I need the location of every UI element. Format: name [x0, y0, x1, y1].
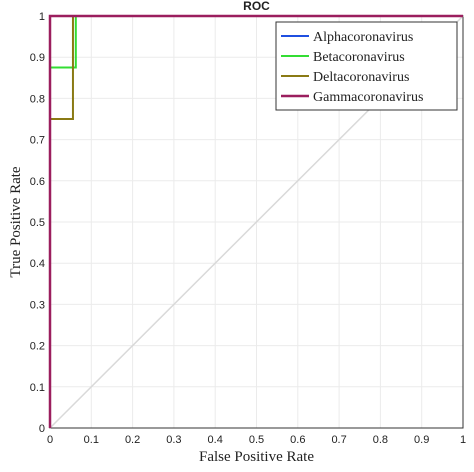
- y-tick-label: 0.8: [30, 93, 45, 105]
- x-tick-label: 0.6: [290, 434, 305, 446]
- legend: Alphacoronavirus Betacoronavirus Deltacoro…: [275, 21, 458, 111]
- y-tick-label: 0.2: [30, 341, 45, 353]
- legend-label: Betacoronavirus: [313, 50, 405, 65]
- chart-title: ROC: [243, 0, 270, 13]
- y-tick-label: 0.9: [30, 52, 45, 64]
- legend-label: Gammacoronavirus: [313, 90, 423, 105]
- y-axis-title: True Positive Rate: [8, 166, 24, 277]
- y-tick-label: 0: [39, 423, 45, 435]
- x-tick-label: 0.3: [166, 434, 181, 446]
- series-layer: [48, 14, 463, 428]
- legend-label: Alphacoronavirus: [313, 30, 413, 45]
- y-tick-label: 0.1: [30, 382, 45, 394]
- x-tick-label: 0.2: [125, 434, 140, 446]
- x-tick-labels: 0 0.1 0.2 0.3 0.4 0.5 0.6 0.7 0.8 0.9 1: [47, 434, 466, 446]
- y-tick-label: 1: [39, 11, 45, 23]
- x-tick-label: 0.9: [414, 434, 429, 446]
- x-axis-title: False Positive Rate: [199, 449, 314, 465]
- y-tick-label: 0.6: [30, 176, 45, 188]
- x-tick-label: 0: [47, 434, 53, 446]
- x-tick-label: 0.8: [373, 434, 388, 446]
- x-tick-label: 0.7: [331, 434, 346, 446]
- x-tick-label: 1: [460, 434, 466, 446]
- y-tick-label: 0.4: [30, 258, 45, 270]
- y-tick-label: 0.7: [30, 135, 45, 147]
- x-tick-label: 0.1: [84, 434, 99, 446]
- x-tick-label: 0.5: [249, 434, 264, 446]
- y-tick-label: 0.5: [30, 217, 45, 229]
- series-line-gammacoronavirus: [48, 14, 463, 428]
- y-tick-labels: 0 0.1 0.2 0.3 0.4 0.5 0.6 0.7 0.8 0.9 1: [30, 11, 45, 435]
- y-tick-label: 0.3: [30, 299, 45, 311]
- legend-label: Deltacoronavirus: [313, 70, 409, 85]
- x-tick-label: 0.4: [208, 434, 223, 446]
